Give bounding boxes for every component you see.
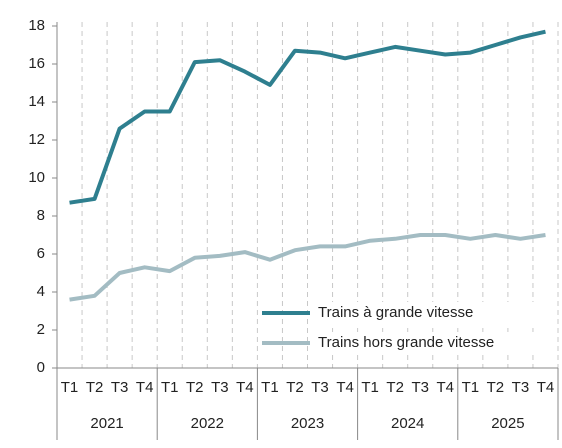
x-tick-label: T3 <box>311 379 329 396</box>
x-tick-label: T4 <box>437 379 455 396</box>
x-tick-label: T4 <box>236 379 254 396</box>
legend-label: Trains à grande vitesse <box>318 304 473 321</box>
x-tick-label: T1 <box>161 379 179 396</box>
x-tick-label: T3 <box>411 379 429 396</box>
x-tick-label: T3 <box>111 379 129 396</box>
line-series <box>69 233 546 302</box>
y-tick-label: 6 <box>37 245 45 262</box>
y-tick-label: 16 <box>28 55 45 72</box>
x-tick-label: T2 <box>86 379 104 396</box>
x-tick-label: T4 <box>336 379 354 396</box>
y-tick-label: 12 <box>28 131 45 148</box>
x-group-label: 2022 <box>191 415 224 432</box>
x-group-label: 2023 <box>291 415 324 432</box>
x-tick-label: T2 <box>286 379 304 396</box>
x-tick-label: T1 <box>361 379 379 396</box>
y-tick-label: 0 <box>37 359 45 376</box>
y-tick-label: 4 <box>37 283 45 300</box>
x-tick-label: T1 <box>462 379 480 396</box>
x-tick-label: T2 <box>186 379 204 396</box>
x-tick-label: T2 <box>487 379 505 396</box>
line-series <box>69 29 546 205</box>
x-group-label: 2024 <box>391 415 424 432</box>
y-tick-label: 10 <box>28 169 45 186</box>
x-group-label: 2025 <box>491 415 524 432</box>
x-group-label: 2021 <box>90 415 123 432</box>
x-tick-label: T2 <box>386 379 404 396</box>
legend-label: Trains hors grande vitesse <box>318 334 494 351</box>
x-tick-label: T3 <box>512 379 530 396</box>
y-tick-label: 18 <box>28 17 45 34</box>
legend-bg <box>314 302 534 324</box>
legend-bg <box>314 332 534 354</box>
y-tick-label: 2 <box>37 321 45 338</box>
x-tick-label: T1 <box>261 379 279 396</box>
y-tick-label: 14 <box>28 93 45 110</box>
x-tick-label: T4 <box>136 379 154 396</box>
x-tick-label: T1 <box>61 379 79 396</box>
y-tick-label: 8 <box>37 207 45 224</box>
x-tick-label: T3 <box>211 379 229 396</box>
x-tick-label: T4 <box>537 379 555 396</box>
